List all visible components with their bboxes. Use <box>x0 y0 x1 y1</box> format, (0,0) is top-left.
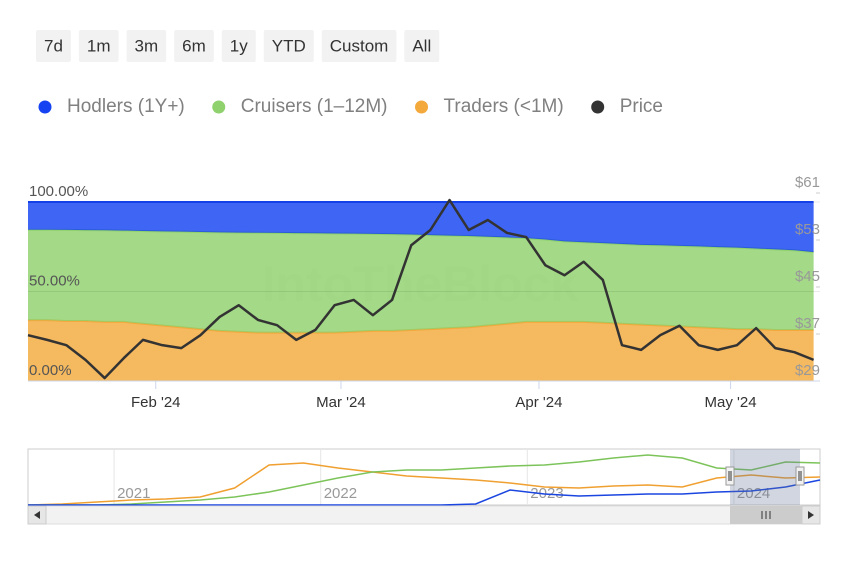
range-button[interactable]: 1y <box>221 30 256 62</box>
area <box>28 320 814 381</box>
y-tick-label: 100.00% <box>29 183 88 200</box>
navigator-tick-label: 2021 <box>117 485 150 502</box>
navigator: 2021 2022 2023 2024 <box>27 448 821 525</box>
thumb-grip <box>761 511 771 519</box>
range-button[interactable]: 1m <box>78 30 119 62</box>
button-label[interactable]: 3m <box>135 36 159 55</box>
x-tick-label: Feb '24 <box>131 394 181 411</box>
button-bg[interactable] <box>321 30 397 62</box>
navigator-handle[interactable] <box>795 466 805 486</box>
navigator-line <box>27 462 821 506</box>
area <box>28 229 814 333</box>
navigator-handle[interactable] <box>725 466 735 486</box>
button-label[interactable]: Custom <box>330 36 389 55</box>
legend-marker <box>591 100 605 114</box>
handle-grip <box>798 471 802 481</box>
legend: Hodlers (1Y+) Cruisers (1–12M) Traders (<1… <box>38 96 663 117</box>
button-bg[interactable] <box>174 30 214 62</box>
legend-label: Hodlers (1Y+) <box>67 96 185 117</box>
range-buttons: 7d 1m 3m 6m 1y YTD Custom All <box>36 30 440 62</box>
button-label[interactable]: 7d <box>44 36 63 55</box>
price-line <box>27 198 815 380</box>
area <box>28 201 814 253</box>
button-label[interactable]: All <box>412 36 431 55</box>
navigator-tick-label: 2022 <box>324 485 357 502</box>
range-button[interactable]: YTD <box>263 30 314 62</box>
arrow-left <box>34 511 40 519</box>
x-tick-label: May '24 <box>705 394 757 411</box>
x-tick-label: Mar '24 <box>316 394 366 411</box>
button-label[interactable]: 1m <box>87 36 111 55</box>
navigator-line <box>28 454 821 506</box>
legend-label: Traders (<1M) <box>444 96 564 117</box>
arrow-right <box>808 511 814 519</box>
scrollbar-track <box>27 505 821 525</box>
button-bg[interactable] <box>126 30 167 62</box>
range-button[interactable]: Custom <box>321 30 397 62</box>
legend-marker <box>38 100 52 114</box>
button-bg[interactable] <box>221 30 256 62</box>
range-button[interactable]: 3m <box>126 30 167 62</box>
button-label[interactable]: 6m <box>182 36 206 55</box>
y2-tick-label: $29 <box>795 362 820 379</box>
range-button[interactable]: All <box>404 30 440 62</box>
legend-label: Price <box>620 96 663 117</box>
navigator-line <box>28 479 821 506</box>
legend-label: Cruisers (1–12M) <box>241 96 388 117</box>
range-button[interactable]: 7d <box>36 30 71 62</box>
y-tick-label: 0.00% <box>29 362 72 379</box>
y2-tick-label: $37 <box>795 315 820 332</box>
y-tick-label: 50.00% <box>29 272 80 289</box>
button-bg[interactable] <box>263 30 314 62</box>
range-button[interactable]: 6m <box>174 30 214 62</box>
button-label[interactable]: YTD <box>272 36 306 55</box>
button-label[interactable]: 1y <box>230 36 248 55</box>
y2-tick-label: $61 <box>795 174 820 191</box>
button-bg[interactable] <box>78 30 119 62</box>
navigator-selection <box>730 449 800 505</box>
x-tick-label: Apr '24 <box>515 394 562 411</box>
legend-marker <box>212 100 226 114</box>
handle-grip <box>728 471 732 481</box>
legend-marker <box>415 100 429 114</box>
y2-tick-label: $45 <box>795 268 820 285</box>
button-bg[interactable] <box>36 30 71 62</box>
button-bg[interactable] <box>404 30 440 62</box>
main-chart: IntoTheBlock0.00%50.00%100.00%$29$37$45$… <box>27 174 820 411</box>
y2-tick-label: $53 <box>795 221 820 238</box>
